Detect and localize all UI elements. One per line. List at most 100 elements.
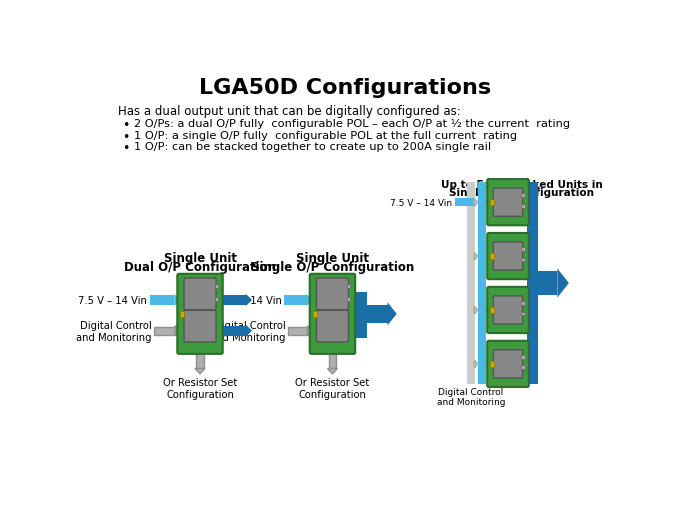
Bar xyxy=(347,285,350,288)
Bar xyxy=(538,271,558,296)
Polygon shape xyxy=(246,325,252,337)
FancyBboxPatch shape xyxy=(493,242,522,271)
FancyBboxPatch shape xyxy=(178,274,223,354)
Text: Or Resistor Set
Configuration: Or Resistor Set Configuration xyxy=(296,377,370,399)
Bar xyxy=(215,285,218,288)
Text: 2 O/Ps: a dual O/P fully  configurable POL – each O/P at ½ the current  rating: 2 O/Ps: a dual O/P fully configurable PO… xyxy=(134,119,570,129)
FancyBboxPatch shape xyxy=(487,287,529,333)
Bar xyxy=(354,293,367,339)
Bar xyxy=(490,361,494,367)
FancyBboxPatch shape xyxy=(317,311,348,342)
Polygon shape xyxy=(246,294,252,307)
Bar xyxy=(180,311,184,317)
Bar xyxy=(522,194,524,198)
Polygon shape xyxy=(174,294,180,307)
Bar xyxy=(522,258,524,262)
Text: Single O/P Configuration: Single O/P Configuration xyxy=(450,187,595,197)
Text: Or Resistor Set
Configuration: Or Resistor Set Configuration xyxy=(163,377,237,399)
Text: 1 O/P: a single O/P fully  configurable POL at the full current  rating: 1 O/P: a single O/P fully configurable P… xyxy=(134,130,517,140)
Bar xyxy=(474,254,475,259)
Polygon shape xyxy=(327,369,338,374)
Bar xyxy=(455,199,472,207)
FancyBboxPatch shape xyxy=(184,278,216,310)
Text: 7.5 V – 14 Vin: 7.5 V – 14 Vin xyxy=(213,295,282,306)
FancyBboxPatch shape xyxy=(487,233,529,280)
Polygon shape xyxy=(472,198,478,208)
Bar xyxy=(485,254,486,260)
Bar xyxy=(490,254,494,260)
Bar xyxy=(288,327,307,335)
Bar xyxy=(490,307,494,314)
FancyBboxPatch shape xyxy=(493,296,522,324)
Polygon shape xyxy=(306,294,313,307)
Bar xyxy=(313,311,317,317)
Bar xyxy=(522,205,524,208)
Bar xyxy=(474,362,475,367)
Polygon shape xyxy=(485,307,489,314)
Bar xyxy=(522,301,524,306)
Text: Digital Control
and Monitoring: Digital Control and Monitoring xyxy=(76,320,152,342)
Bar xyxy=(474,200,475,206)
Polygon shape xyxy=(485,252,489,261)
Bar xyxy=(522,356,524,359)
Polygon shape xyxy=(387,302,397,326)
Bar xyxy=(221,326,246,336)
Bar xyxy=(150,295,174,306)
Bar xyxy=(485,361,486,367)
Polygon shape xyxy=(307,326,313,336)
FancyBboxPatch shape xyxy=(317,278,348,310)
Text: •: • xyxy=(122,130,130,143)
FancyBboxPatch shape xyxy=(310,274,355,354)
FancyBboxPatch shape xyxy=(493,189,522,217)
Polygon shape xyxy=(558,269,569,298)
Text: •: • xyxy=(122,142,130,155)
Bar xyxy=(215,298,218,301)
Bar xyxy=(522,312,524,316)
Text: Up to Four Stacked Units in: Up to Four Stacked Units in xyxy=(441,180,603,190)
Text: Single Unit: Single Unit xyxy=(296,251,369,264)
Bar xyxy=(485,199,486,206)
Bar xyxy=(154,327,175,335)
Text: Single Unit: Single Unit xyxy=(163,251,236,264)
Bar xyxy=(522,366,524,370)
Polygon shape xyxy=(474,307,478,314)
Text: •: • xyxy=(122,119,130,132)
Text: 7.5 V – 14 Vin: 7.5 V – 14 Vin xyxy=(390,198,452,207)
Text: 1 O/P: can be stacked together to create up to 200A single rail: 1 O/P: can be stacked together to create… xyxy=(134,142,491,152)
Polygon shape xyxy=(175,326,180,336)
Bar xyxy=(526,197,538,208)
Bar xyxy=(329,352,336,369)
Bar xyxy=(485,307,486,314)
Polygon shape xyxy=(485,360,489,368)
FancyBboxPatch shape xyxy=(487,341,529,387)
Text: Has a dual output unit that can be digitally configured as:: Has a dual output unit that can be digit… xyxy=(118,105,461,118)
Polygon shape xyxy=(474,199,478,206)
FancyBboxPatch shape xyxy=(487,180,529,226)
Polygon shape xyxy=(485,199,489,207)
Bar xyxy=(196,352,204,369)
Text: Digital Control
and Monitoring: Digital Control and Monitoring xyxy=(211,320,286,342)
FancyBboxPatch shape xyxy=(493,350,522,378)
Bar xyxy=(527,183,538,384)
Text: Dual O/P Configuration: Dual O/P Configuration xyxy=(124,261,276,273)
Text: Single O/P Configuration: Single O/P Configuration xyxy=(251,261,414,273)
Polygon shape xyxy=(474,253,478,260)
Bar xyxy=(490,199,494,206)
Bar xyxy=(526,251,538,262)
Text: LGA50D Configurations: LGA50D Configurations xyxy=(200,77,491,97)
Bar xyxy=(284,295,306,306)
Polygon shape xyxy=(474,361,478,368)
Bar xyxy=(526,359,538,370)
Bar xyxy=(467,183,475,384)
Bar xyxy=(367,305,387,323)
Bar xyxy=(522,248,524,251)
FancyBboxPatch shape xyxy=(184,311,216,342)
Bar xyxy=(347,298,350,301)
Text: Digital Control
and Monitoring: Digital Control and Monitoring xyxy=(437,387,506,407)
Bar xyxy=(221,295,246,306)
Bar xyxy=(478,183,486,384)
Bar xyxy=(526,305,538,316)
Bar xyxy=(474,308,475,313)
Polygon shape xyxy=(195,369,205,374)
Text: 7.5 V – 14 Vin: 7.5 V – 14 Vin xyxy=(78,295,146,306)
